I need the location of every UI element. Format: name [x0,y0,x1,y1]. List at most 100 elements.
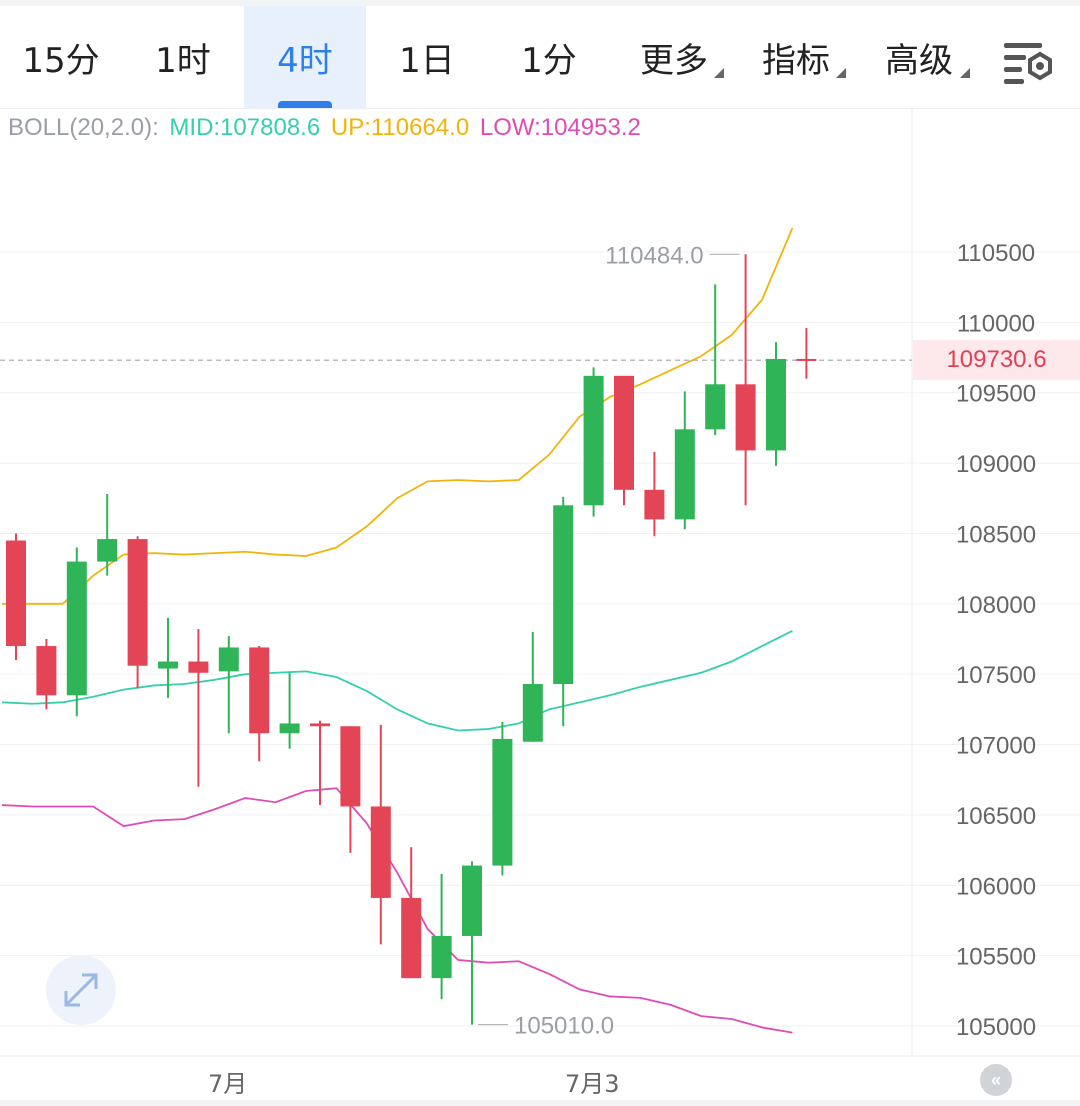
active-tab-indicator [278,101,332,108]
boll-low-value: LOW:104953.2 [479,114,641,141]
candle [492,722,513,876]
candle-body [462,865,482,936]
candle [97,494,118,576]
boll-mid-line [1,630,793,732]
tab-label: 1时 [155,40,211,81]
candle [218,636,239,734]
tab-15min[interactable]: 15分 [0,6,122,108]
tab-advanced-dropdown[interactable]: 高级 [862,6,976,108]
candle [796,327,817,379]
tab-1hour[interactable]: 1时 [122,6,244,108]
boll-upper-line [2,227,794,605]
y-axis-ticks: 110500 110000 109500 109000 108500 108000 1075… [956,240,1036,1041]
expand-fullscreen-button[interactable] [46,955,116,1025]
candle [644,451,665,537]
tab-1min[interactable]: 1分 [488,6,610,108]
candle-body [158,661,178,669]
y-tick-label: 107000 [956,733,1036,760]
boll-bands [1,227,794,1034]
candle [583,367,604,517]
candle [705,284,726,435]
x-axis-label: 7月 [208,1070,248,1098]
candle-body [370,806,391,898]
candle-body [97,539,118,562]
candle-body [644,489,665,520]
candle [431,874,452,1000]
tab-more-dropdown[interactable]: 更多 [618,6,730,108]
current-price-label: 109730.6 [913,340,1080,381]
candle [614,375,634,506]
y-tick-label: 110500 [957,240,1035,267]
candle [553,496,574,727]
boll-lower-line [1,787,793,1034]
candle-body [614,375,634,490]
candle-body [218,647,239,672]
candle-body [249,647,270,734]
candle-body [340,726,361,807]
chart-settings-icon[interactable] [1000,40,1058,86]
tab-indicators-dropdown[interactable]: 指标 [740,6,852,108]
chart-grid [0,108,1080,1057]
candle [370,724,391,945]
y-tick-label: 106500 [956,803,1036,830]
candlestick-chart[interactable]: 110500 110000 109500 109000 108500 108000 1075… [0,108,1080,1098]
candle-body [431,935,452,979]
dropdown-triangle-icon [714,68,724,78]
bottom-divider [0,1100,1080,1106]
candle [735,254,756,506]
tab-label: 1分 [521,40,577,81]
tab-4hour[interactable]: 4时 [244,6,366,108]
candle-body [796,358,817,361]
tab-label: 指标 [762,40,830,81]
tab-1day[interactable]: 1日 [366,6,488,108]
candle [249,646,270,762]
tab-label: 1日 [399,40,455,81]
candle [401,847,422,979]
extreme-markers: 110484.0 105010.0 [478,242,740,1040]
candle-body [766,358,786,451]
y-tick-label: 108000 [956,592,1036,619]
top-divider [0,0,1080,6]
dropdown-triangle-icon [960,68,970,78]
dropdown-triangle-icon [836,68,846,78]
candle [66,547,87,717]
y-tick-label: 105000 [956,1014,1036,1041]
candle [766,342,786,466]
y-tick-label: 109000 [956,451,1036,478]
y-tick-label: 105500 [956,944,1036,971]
candle [340,726,361,853]
candle-body [36,646,57,696]
candle-body [6,540,26,647]
candle [127,536,148,689]
collapse-axis-button[interactable]: « [980,1064,1012,1096]
candle [279,672,300,749]
candle [462,861,482,1025]
candle [6,533,26,661]
low-marker-label: 105010.0 [514,1013,614,1040]
x-axis-label: 7月3 [565,1070,620,1098]
candle-body [66,561,87,696]
y-tick-label: 110000 [957,310,1035,337]
candle-body [492,738,513,866]
candle [36,639,57,710]
candle-body [522,684,543,742]
y-tick-label: 106000 [956,873,1036,900]
candle [674,391,695,530]
boll-legend: BOLL(20,2.0): MID:107808.6 UP:110664.0 L… [8,114,645,142]
candle-body [127,539,148,666]
boll-params: BOLL(20,2.0): [8,114,159,141]
candle-body [583,375,604,506]
candle-body [735,384,756,451]
candle-body [310,723,330,727]
boll-mid-value: MID:107808.6 [169,114,321,141]
high-marker-label: 110484.0 [605,242,703,269]
candle-body [674,429,695,520]
candle [158,617,178,699]
y-tick-label: 107500 [956,662,1036,689]
candle [522,631,543,742]
tab-label: 更多 [640,40,708,81]
candle-body [553,505,574,685]
candles [6,254,817,1025]
candle [188,629,209,787]
candle-body [401,897,422,979]
